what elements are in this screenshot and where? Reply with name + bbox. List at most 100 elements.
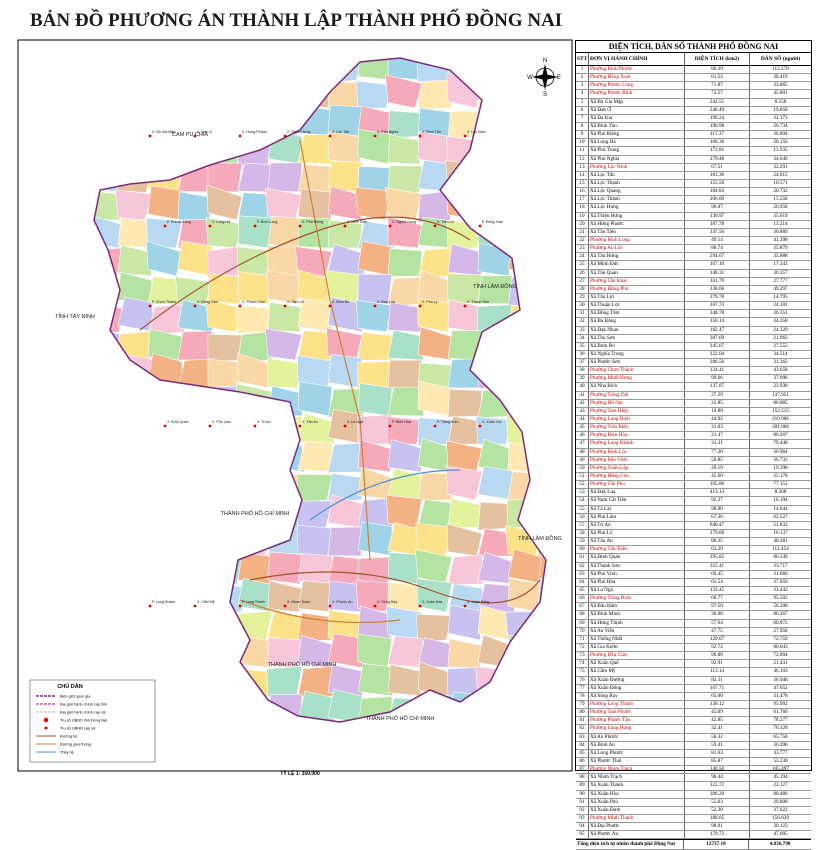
district: [477, 465, 515, 501]
district: [537, 553, 546, 585]
area: 77.20: [685, 448, 750, 456]
district: [417, 79, 453, 111]
population: 95.502: [773, 595, 788, 602]
table-row: 79 Phường Long Thành 130.12 95.992: [576, 700, 811, 710]
population: 41.398: [773, 236, 788, 243]
unit-name: Phường Long Khánh: [589, 440, 685, 448]
commune-seat: [163, 224, 167, 228]
population: 32.173: [773, 114, 788, 121]
place-label: X. Đak Ơ: [197, 130, 212, 134]
table-row: 27 Phường Tân Khai 161.79 27.777: [576, 277, 811, 286]
district: [206, 184, 243, 221]
area: 86.39: [685, 66, 750, 74]
table-row: 47 Phường Long Khánh 31.31 79.448: [576, 440, 811, 449]
unit-name: Phường Biên Hòa: [589, 432, 685, 440]
stt: 84: [576, 741, 589, 749]
unit-name: Phường Trảng Dài: [589, 391, 685, 399]
table-row: 78 Xã Sông Ray 65.00 31.478: [576, 692, 811, 701]
place-label: X. Bình Tân: [422, 130, 441, 134]
stt: 57: [576, 521, 589, 529]
road: [249, 571, 541, 604]
stt: 14: [576, 171, 589, 179]
district: [415, 613, 453, 643]
place-label: X. Xuân Hòa: [422, 600, 442, 604]
table-row: 82 Phường Long Hưng 32.41 76.128: [576, 725, 811, 734]
district: [114, 189, 153, 221]
map-title: BẢN ĐỒ PHƯƠNG ÁN THÀNH LẬP THÀNH PHỐ ĐỒN…: [30, 10, 563, 31]
commune-seat: [388, 224, 392, 228]
unit-name: Phường Xuân Lập: [589, 464, 685, 473]
table-row: 14 Xã Lộc Tấn 183.36 24.015: [576, 171, 811, 180]
stt: 30: [576, 302, 589, 310]
table-row: 15 Xã Lộc Thạnh 125.50 10.571: [576, 179, 811, 189]
area: 10.80: [685, 407, 750, 416]
unit-name: Xã Nghĩa Trung: [589, 350, 685, 359]
population: 43.777: [773, 749, 788, 756]
district: [386, 416, 423, 446]
area: 99.66: [685, 375, 750, 383]
population: 105.497: [772, 766, 789, 773]
district: [357, 414, 393, 445]
population: 62.527: [773, 513, 788, 520]
commune-seat: [298, 224, 302, 228]
stt: 29: [576, 293, 589, 302]
road: [299, 139, 371, 561]
commune-seat: [328, 304, 332, 308]
table-row: 4 Phường Phước Bình 72.57 45.801: [576, 90, 811, 99]
population: 29.808: [773, 798, 788, 805]
population: 34.649: [773, 155, 788, 162]
table-row: 56 Xã Phú Lâm 67.36 62.527: [576, 513, 811, 522]
district: [117, 244, 153, 277]
unit-name: Xã Xuân Thành: [589, 782, 685, 790]
unit-name: Xã Bình Tân: [589, 122, 685, 131]
table-row: 21 Xã Tân Tiến 147.56 30.889: [576, 228, 811, 237]
place-label: X. Tân Lợi: [437, 220, 454, 224]
unit-name: Phường Trảng Bom: [589, 595, 685, 603]
table-row: 9 Xã Phú Riềng 117.37 36.894: [576, 131, 811, 140]
place-label: X. Tân An: [302, 420, 318, 424]
population: 8.308: [774, 489, 787, 496]
area: 68.77: [685, 595, 750, 603]
table-row: 36 Xã Nghĩa Trung 222.04 34.514: [576, 350, 811, 360]
area: 50.85: [685, 456, 750, 464]
population: 36.732: [773, 456, 788, 463]
district: [297, 381, 333, 417]
district: [145, 217, 183, 249]
table-body: 1 Phường Bình Phước 86.39 115.378 2 Phường Đồ…: [576, 66, 811, 840]
place-label: X. Lộc Ninh: [467, 130, 486, 134]
table-row: 55 Xã Tà Lài 98.00 14.644: [576, 505, 811, 514]
legend-symbol: [44, 726, 48, 730]
unit-name: Xã Bù Gia Mập: [589, 98, 685, 106]
population: 36.964: [773, 448, 788, 455]
table-row: 83 Xã An Phước 58.32 65.758: [576, 733, 811, 742]
table-row: 51 Phường Hàng Gòn 45.60 25.178: [576, 473, 811, 482]
area: 168.38: [685, 139, 750, 147]
stt: 52: [576, 481, 589, 489]
table-row: 46 Phường Biên Hòa 21.47 86.267: [576, 432, 811, 441]
unit-name: Xã Lộc Thành: [589, 196, 685, 204]
place-label: X. Sông Ray: [377, 600, 397, 604]
district: [447, 273, 483, 305]
commune-seat: [373, 304, 377, 308]
district: [387, 359, 423, 389]
unit-name: Phường Phước Tân: [589, 717, 685, 725]
table-row: 11 Xã Phú Trung 172.81 13.935: [576, 147, 811, 156]
area: 279.48: [685, 155, 750, 163]
unit-name: Xã Phú Nghĩa: [589, 155, 685, 163]
legend-label: Trụ sở UBND cấp xã: [60, 727, 96, 731]
district: [447, 388, 483, 418]
table-row: 39 Phường Minh Hưng 99.66 37.096: [576, 375, 811, 384]
district: [387, 386, 425, 417]
population: 79.448: [773, 440, 788, 447]
area: 222.04: [685, 350, 750, 359]
commune-seat: [433, 424, 437, 428]
stt: 12: [576, 155, 589, 163]
population: 112.454: [772, 546, 789, 553]
district: [447, 554, 484, 586]
unit-name: Phường Long Bình: [589, 416, 685, 424]
population: 152.515: [772, 407, 789, 414]
table-row: 48 Phường Bình Lộc 77.20 36.964: [576, 448, 811, 457]
population: 10.571: [773, 179, 788, 186]
legend-symbol: [43, 717, 49, 723]
table-row: 6 Xã Đak Ơ 246.49 19.858: [576, 106, 811, 115]
